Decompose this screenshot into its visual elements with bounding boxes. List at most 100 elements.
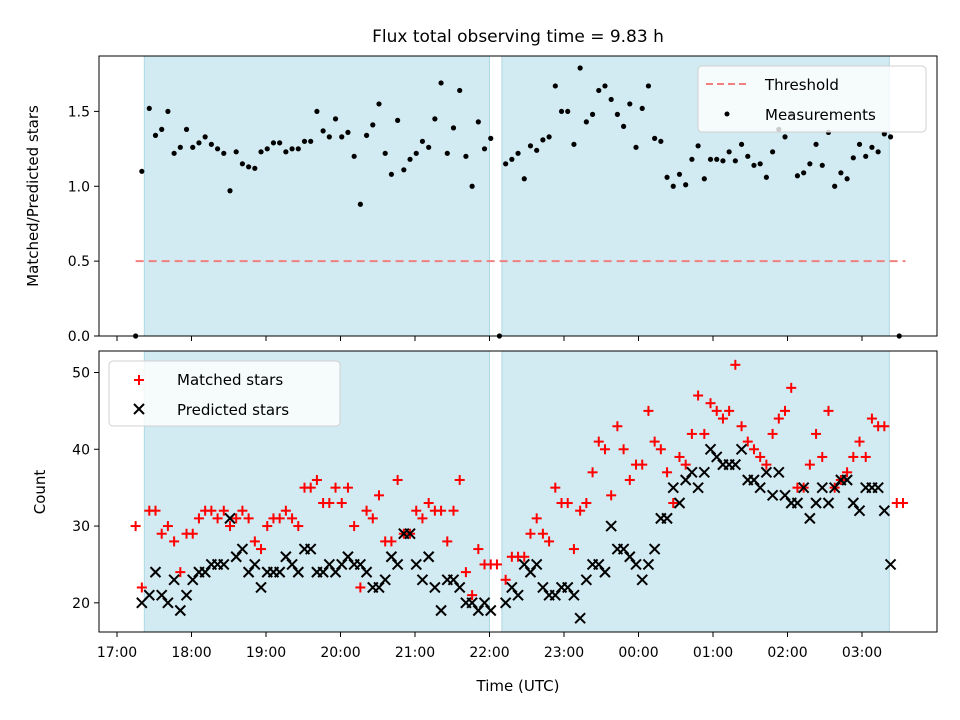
matched-star-point-86 [668,498,679,509]
matched-star-point-92 [705,398,716,409]
predicted-star-point-55 [478,597,491,609]
measurement-point-2 [146,105,152,112]
matched-star-point-101 [761,459,772,470]
measurement-point-87 [676,171,683,177]
measurement-point-83 [652,135,658,141]
predicted-star-point-63 [537,581,549,594]
measurement-point-85 [664,174,670,180]
matched-star-point-115 [848,451,859,462]
measurement-point-59 [503,161,509,167]
predicted-star-point-57 [499,597,512,609]
predicted-star-point-118 [878,504,891,517]
measurement-point-90 [695,143,701,149]
matched-star-point-0 [130,521,141,532]
matched-star-point-15 [224,521,235,532]
predicted-star-point-106 [804,512,816,525]
matched-star-point-13 [212,513,223,524]
measurement-point-1 [139,168,145,174]
predicted-star-point-59 [512,589,524,601]
measurement-point-62 [521,176,527,182]
xtick-label-2: 19:00 [246,645,286,661]
matched-star-point-1 [136,582,147,593]
measurement-point-57 [488,135,494,141]
bottom-ytick-label-1: 30 [72,519,90,535]
predicted-star-point-48 [435,604,447,617]
matched-star-point-36 [355,582,366,593]
xtick-label-8: 01:00 [693,645,733,661]
xtick-label-5: 22:00 [469,645,509,661]
measurement-point-9 [190,144,196,150]
matched-star-point-66 [544,536,555,547]
matched-star-point-89 [686,428,697,439]
predicted-star-point-43 [404,528,416,540]
measurement-point-95 [726,149,732,155]
matched-star-point-31 [324,498,335,509]
predicted-star-point-72 [593,558,605,571]
matched-star-point-108 [804,459,815,470]
measurement-point-45 [413,150,419,156]
measurement-point-79 [627,101,633,107]
predicted-star-point-53 [466,597,478,609]
top-ytick-label-0: 0.0 [68,329,90,345]
matched-star-point-95 [724,405,735,416]
predicted-star-point-15 [230,551,242,563]
xtick-label-10: 03:00 [842,645,882,661]
predicted-star-point-76 [617,543,630,555]
predicted-star-point-114 [853,504,866,517]
matched-star-point-102 [767,428,778,439]
legend-measurements-swatch [724,111,730,117]
predicted-star-point-87 [686,466,698,479]
measurement-point-113 [838,170,844,176]
measurement-point-92 [707,156,714,162]
measurement-point-5 [165,108,171,115]
matched-star-point-21 [262,521,273,532]
predicted-star-point-62 [530,558,543,571]
predicted-star-point-99 [760,466,773,479]
predicted-star-point-13 [218,558,230,571]
predicted-star-point-33 [342,551,354,563]
predicted-star-point-89 [698,466,711,479]
measurement-point-117 [863,153,869,159]
measurement-point-8 [183,126,190,132]
predicted-star-point-61 [524,566,537,578]
bottom-panel: 20 30 40 50 17:00 18:00 19:00 20:00 21:00 22:00 2… [31,350,938,695]
predicted-star-point-80 [642,558,655,571]
measurement-point-33 [339,134,345,140]
measurement-point-46 [419,138,426,144]
predicted-star-point-86 [679,474,692,486]
measurement-point-52 [457,87,463,94]
top-legend-box [697,65,927,133]
measurement-point-37 [363,132,370,138]
measurement-point-39 [376,101,382,107]
measurement-point-99 [751,162,757,168]
measurement-point-76 [608,96,614,103]
top-y-axis-label: Matched/Predicted stars [24,105,42,287]
matched-star-point-72 [581,498,592,509]
measurement-point-15 [227,188,233,194]
matched-star-point-20 [256,544,267,555]
top-plot-frame [98,55,938,337]
matched-star-point-9 [187,528,198,539]
top-panel: 0.0 0.5 1.0 1.5 Matched/Predicted stars Thr… [24,55,938,345]
matched-star-point-41 [386,536,397,547]
predicted-star-point-3 [155,589,168,601]
matched-star-point-4 [156,528,167,539]
predicted-star-point-18 [249,558,261,571]
predicted-star-point-23 [280,551,292,563]
measurement-point-29 [314,108,320,115]
matched-star-point-26 [293,521,304,532]
measurement-point-14 [221,150,227,156]
predicted-star-point-51 [453,581,466,594]
matched-star-point-6 [169,536,180,547]
matched-star-point-77 [612,421,623,432]
matched-star-point-91 [699,428,710,439]
matched-star-point-104 [780,405,791,416]
matched-star-point-85 [662,467,673,478]
measurement-point-25 [289,146,295,152]
measurement-point-10 [196,140,202,146]
measurement-point-94 [720,158,726,164]
measurement-point-4 [159,126,165,132]
measurement-point-109 [813,141,819,147]
measurement-point-104 [782,134,788,140]
measurement-point-54 [469,183,475,189]
